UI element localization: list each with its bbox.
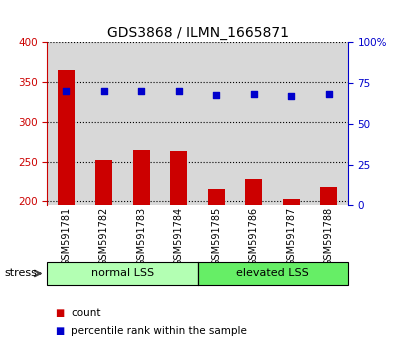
Bar [235,42,273,205]
Point [63,88,70,94]
Point [138,88,145,94]
Point [251,91,257,97]
Text: elevated LSS: elevated LSS [236,268,309,279]
Text: normal LSS: normal LSS [91,268,154,279]
Bar [122,42,160,205]
Bar [310,42,348,205]
Bar [198,42,235,205]
Text: count: count [71,308,101,318]
Bar [95,160,112,354]
Point [100,88,107,94]
Bar [47,42,85,205]
Point [175,88,182,94]
Bar [320,187,337,354]
Bar [273,42,310,205]
Bar [245,179,262,354]
Text: stress: stress [4,268,37,279]
Text: ■: ■ [55,326,64,336]
Bar [85,42,122,205]
Point [213,92,220,97]
Text: percentile rank within the sample: percentile rank within the sample [71,326,247,336]
Bar [170,151,187,354]
Point [288,93,295,99]
Point [326,91,332,97]
Bar [133,150,150,354]
Bar [160,42,198,205]
Bar [58,70,75,354]
Bar [208,189,225,354]
Title: GDS3868 / ILMN_1665871: GDS3868 / ILMN_1665871 [107,26,288,40]
Text: ■: ■ [55,308,64,318]
Bar [283,199,300,354]
